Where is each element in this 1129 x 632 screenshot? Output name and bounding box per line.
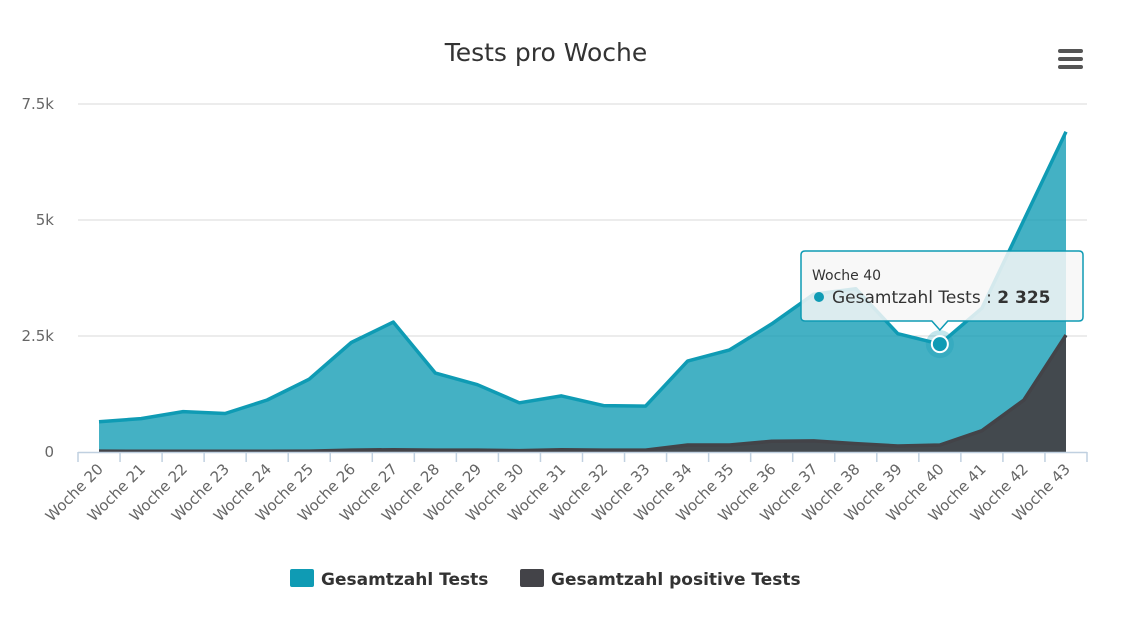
legend-item-positive-tests[interactable]: Gesamtzahl positive Tests	[520, 569, 801, 590]
legend-label-total-tests: Gesamtzahl Tests	[321, 570, 488, 590]
tooltip: Woche 40 Gesamtzahl Tests : 2 325	[800, 250, 1084, 332]
hover-point[interactable]	[930, 335, 949, 354]
legend: Gesamtzahl Tests Gesamtzahl positive Tes…	[290, 569, 801, 590]
tooltip-series-marker	[814, 292, 824, 302]
series-area-1	[99, 335, 1066, 452]
series-area-0	[99, 131, 1066, 453]
tooltip-series-name: Gesamtzahl Tests	[832, 288, 981, 308]
y-tick-label: 2.5k	[21, 327, 54, 345]
series-line-1	[98, 334, 1068, 454]
y-tick-label: 7.5k	[21, 95, 54, 113]
y-axis: 0 2.5k 5k 7.5k	[21, 95, 54, 461]
grid-lines	[78, 103, 1087, 337]
legend-swatch-positive-tests	[520, 569, 544, 587]
chart-title: Tests pro Woche	[444, 38, 648, 67]
y-tick-label: 5k	[36, 211, 55, 229]
tooltip-body: Gesamtzahl Tests : 2 325	[832, 288, 1051, 308]
tooltip-value: 2 325	[997, 288, 1050, 308]
legend-item-total-tests[interactable]: Gesamtzahl Tests	[290, 569, 488, 590]
tooltip-box	[800, 250, 1084, 332]
legend-label-positive-tests: Gesamtzahl positive Tests	[551, 570, 801, 590]
series-line-0	[98, 131, 1068, 424]
tooltip-separator: :	[981, 288, 998, 308]
hamburger-menu-icon[interactable]	[1052, 44, 1090, 74]
tooltip-category: Woche 40	[812, 268, 881, 284]
y-tick-label: 0	[44, 443, 54, 461]
legend-swatch-total-tests	[290, 569, 314, 587]
series-layer	[98, 131, 1068, 454]
